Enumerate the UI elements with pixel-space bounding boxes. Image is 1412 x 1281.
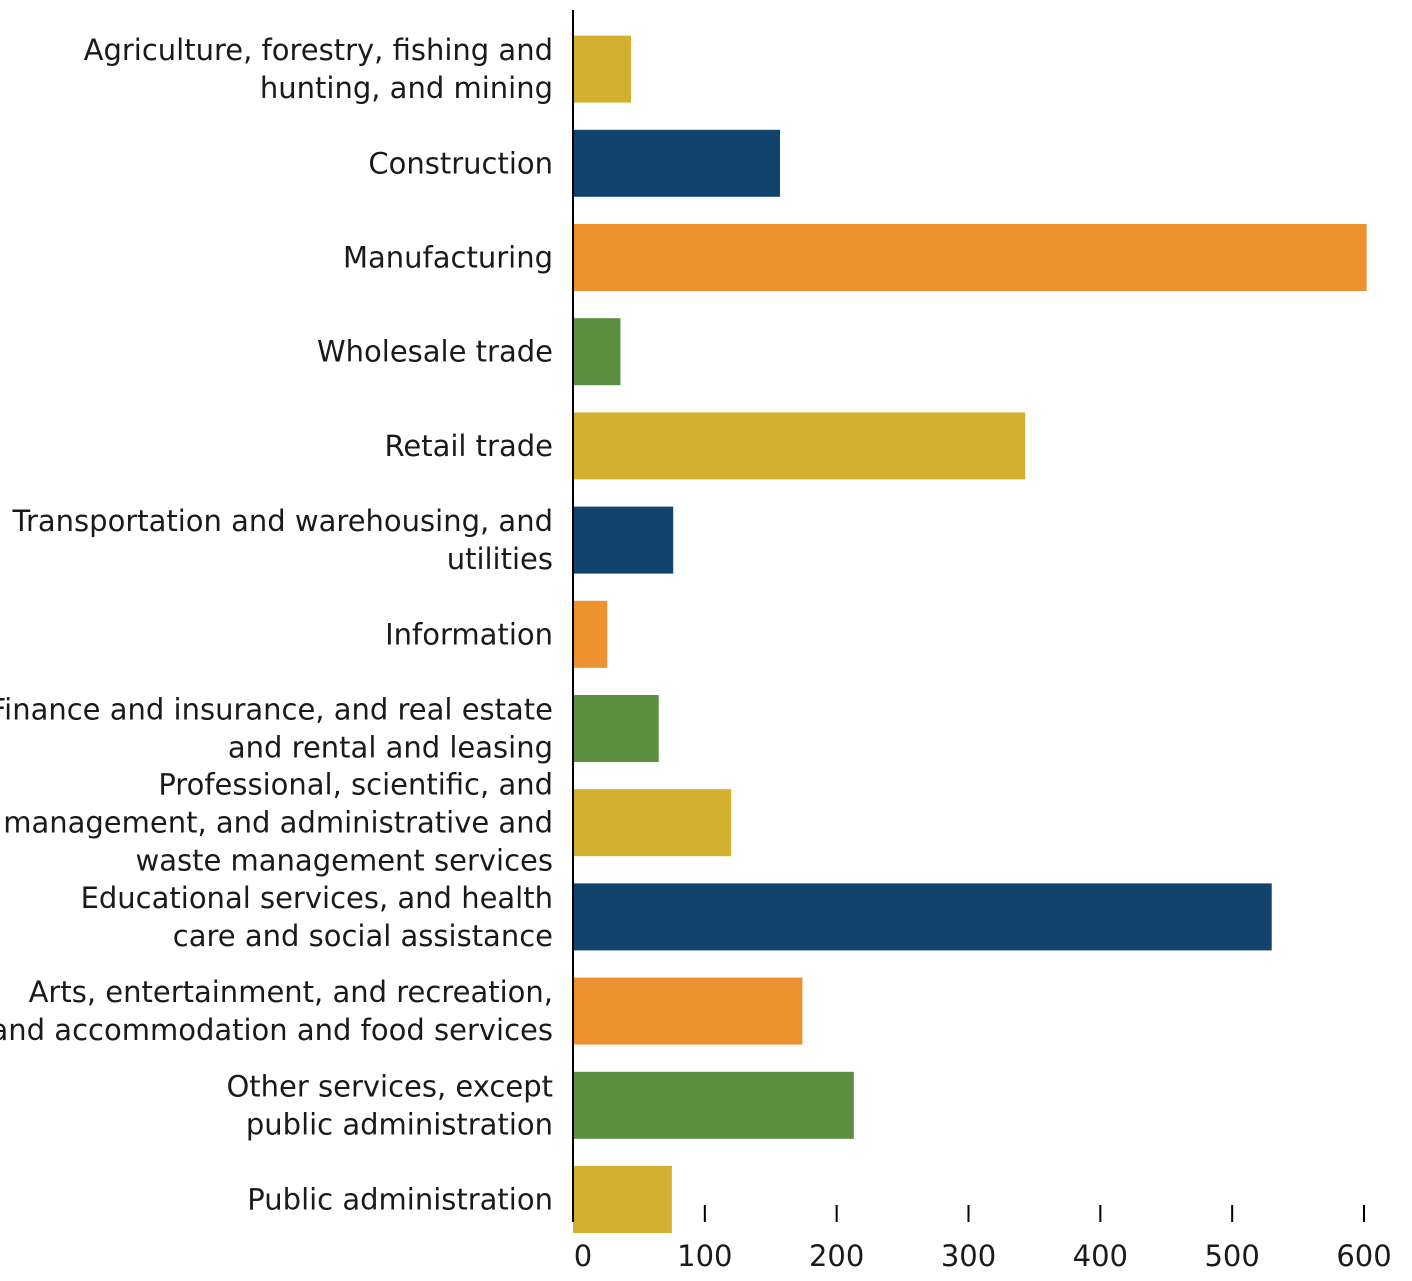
bar [573,1071,854,1139]
category-label-line: Finance and insurance, and real estate [0,693,553,727]
bar [573,129,780,197]
category-label-line: waste management services [136,844,554,878]
category-label: Professional, scientific, and management,… [3,768,553,878]
category-label: Wholesale trade [317,335,553,369]
x-tick-label: 500 [1204,1239,1259,1273]
x-tick-label: 100 [677,1239,732,1273]
category-label-line: Transportation and warehousing, and [12,504,553,538]
category-label: Construction [368,146,553,180]
category-label: Public administration [247,1183,553,1217]
bar [573,318,621,386]
category-label-line: management, and administrative and [3,806,553,840]
category-label: Retail trade [385,429,553,463]
bar [573,883,1272,951]
bar [573,506,674,574]
x-tick-label: 400 [1073,1239,1128,1273]
x-axis-ticks-group: 0 100 200 300 400 500 600 [574,1205,1392,1273]
category-label-line: Arts, entertainment, and recreation, [29,975,553,1009]
category-label-line: Educational services, and health [81,881,553,915]
x-tick-label: 0 [574,1239,592,1273]
category-label-line: Public administration [247,1183,553,1217]
bar [573,412,1026,480]
category-label-line: Retail trade [385,429,553,463]
category-label-line: Construction [368,146,553,180]
category-label: Transportation and warehousing, and utili… [12,504,553,576]
category-label-line: Wholesale trade [317,335,553,369]
category-label: Other services, except public administrat… [226,1069,553,1141]
bars-group [573,35,1367,1233]
category-label-line: Manufacturing [343,241,553,275]
category-label-line: and accommodation and food services [0,1013,553,1047]
category-label-line: public administration [246,1107,553,1141]
category-label: Information [385,617,553,651]
category-label-line: and rental and leasing [228,731,553,765]
category-label: Agriculture, forestry, fishing and huntin… [84,33,553,105]
category-label-line: Agriculture, forestry, fishing and [84,33,553,67]
category-label: Manufacturing [343,241,553,275]
category-label: Finance and insurance, and real estate an… [0,693,553,765]
category-label-line: utilities [447,542,553,576]
bar [573,600,608,668]
category-label-line: Professional, scientific, and [158,768,553,802]
bar [573,789,732,857]
category-label-line: hunting, and mining [260,71,553,105]
category-label-line: care and social assistance [173,919,553,953]
bar [573,695,659,762]
bar [573,35,632,103]
bar [573,977,803,1045]
category-labels-group: Agriculture, forestry, fishing and huntin… [0,33,553,1216]
category-label: Arts, entertainment, and recreation, and … [0,975,553,1047]
x-tick-label: 300 [941,1239,996,1273]
bar [573,1166,672,1233]
category-label-line: Other services, except [226,1069,553,1103]
x-tick-label: 600 [1336,1239,1391,1273]
x-tick-label: 200 [809,1239,864,1273]
category-label-line: Information [385,617,553,651]
bar [573,224,1367,291]
category-label: Educational services, and health care and… [81,881,553,953]
